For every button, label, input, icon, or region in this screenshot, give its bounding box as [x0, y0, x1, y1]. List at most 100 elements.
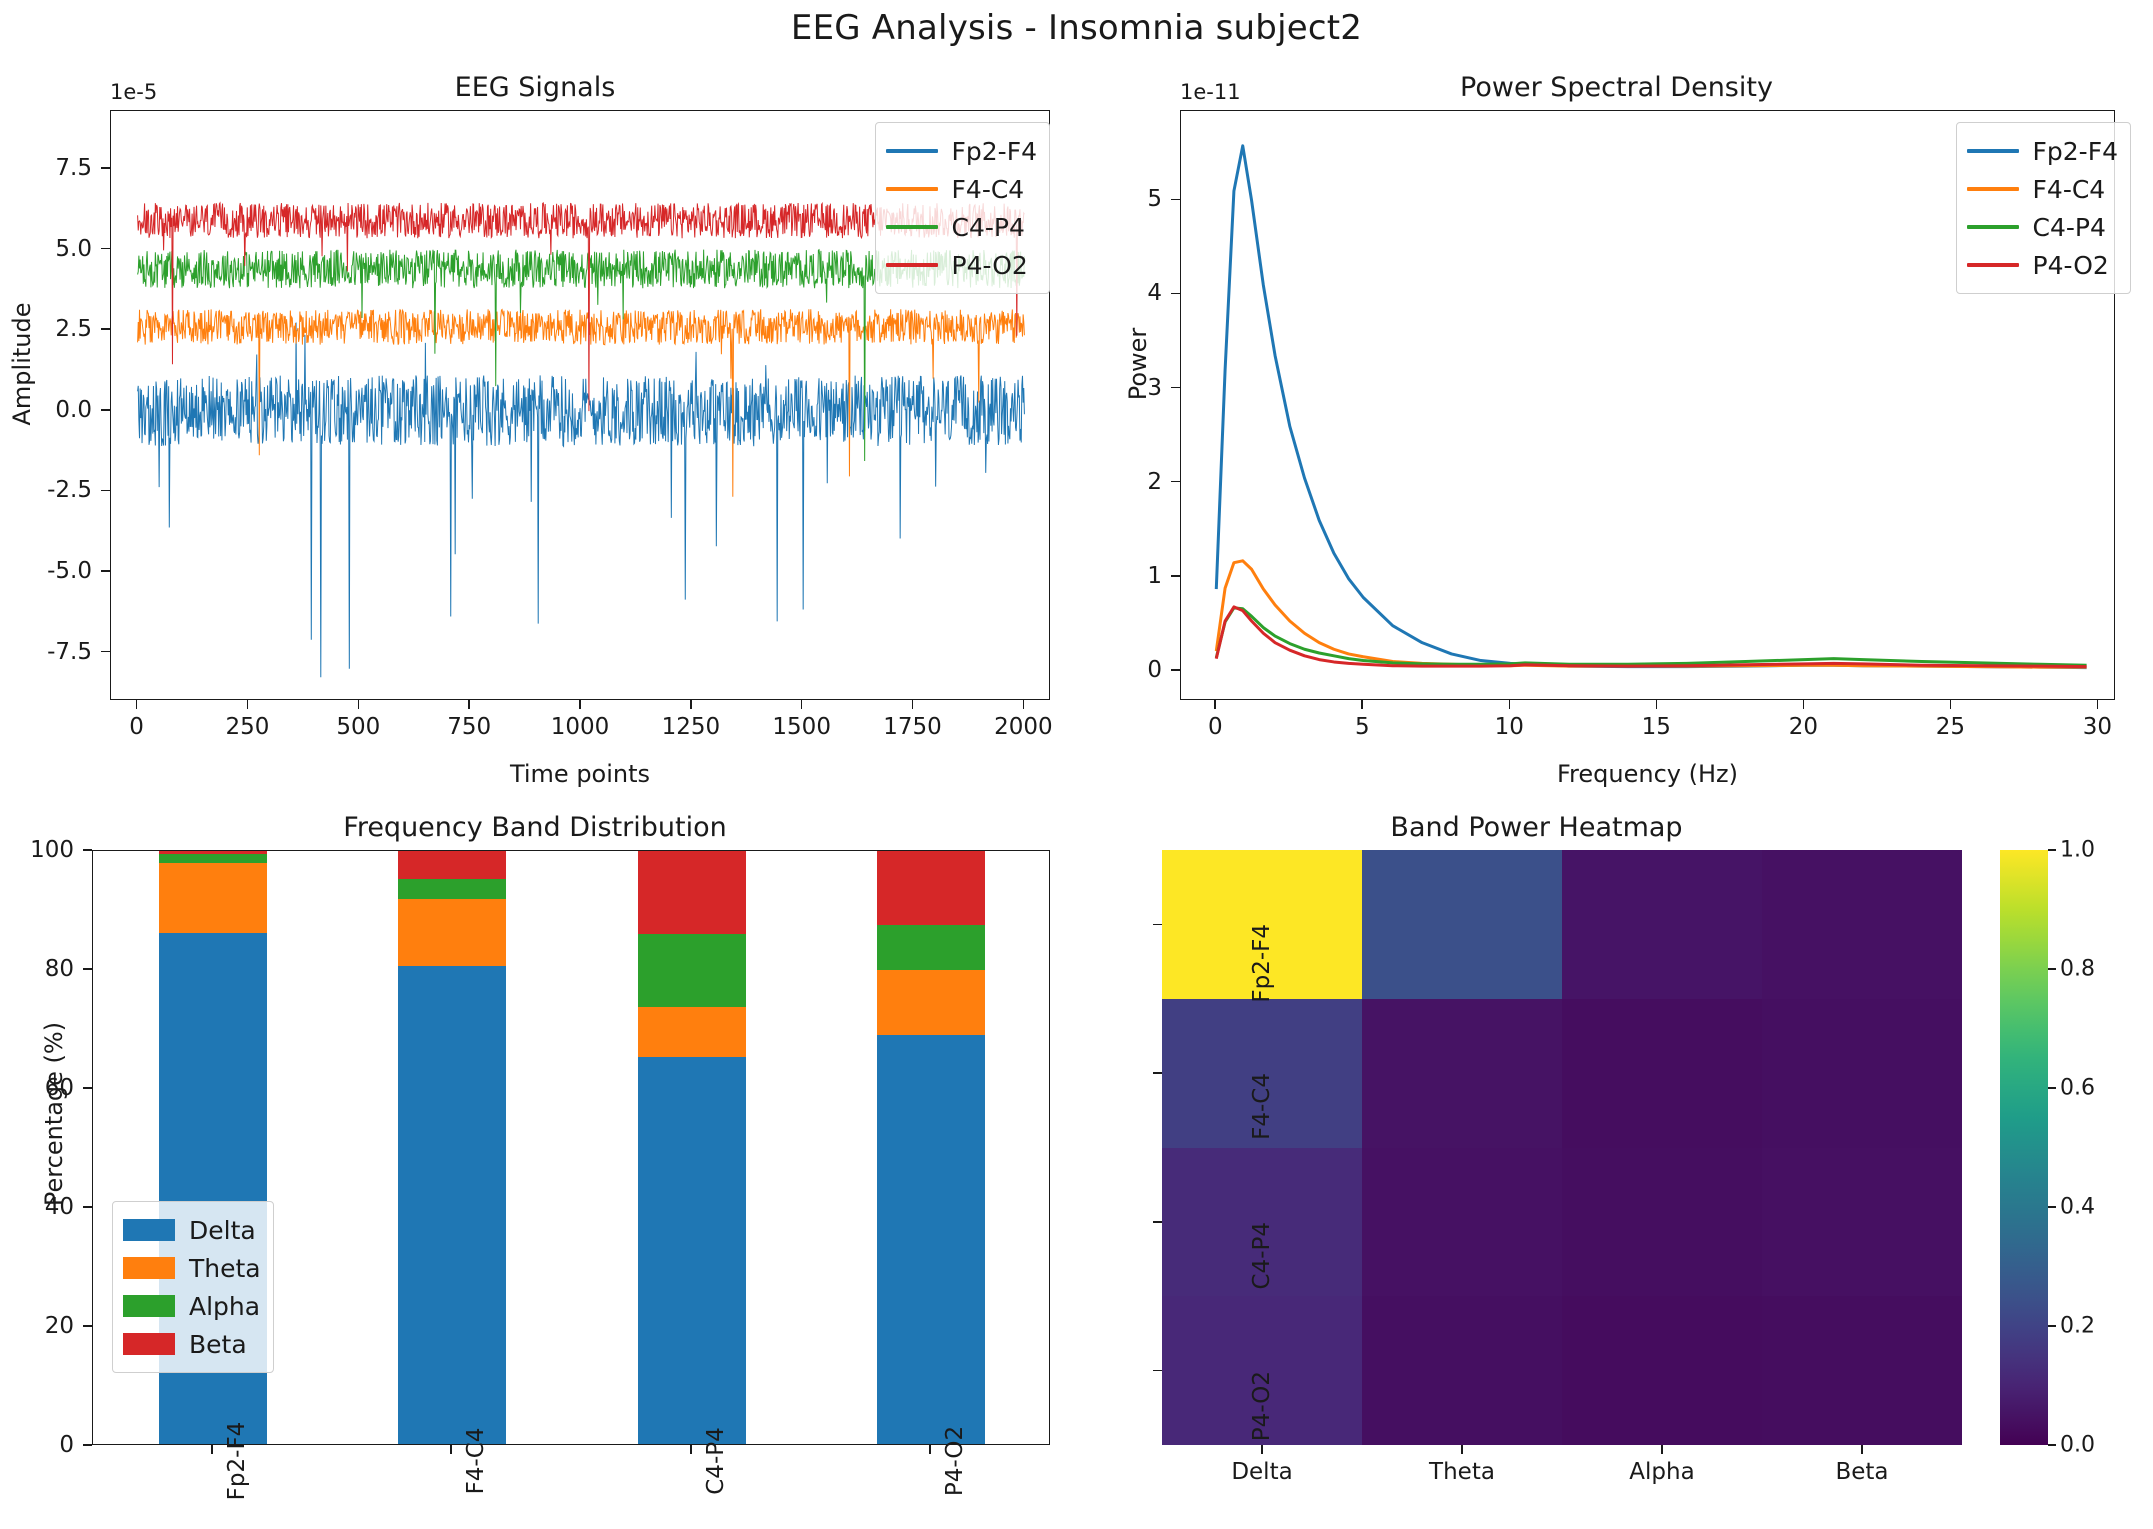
y-tick-label: Fp2-F4: [1249, 924, 1275, 1003]
heatmap-colorbar: [2000, 850, 2048, 1445]
x-tick-label: 10: [1494, 714, 1524, 740]
y-tick-label: 60: [44, 1075, 74, 1101]
eeg-signals-y-offset: 1e-5: [110, 80, 158, 104]
legend-item: Fp2-F4: [885, 132, 1037, 170]
x-tick-label: 1250: [661, 714, 721, 740]
y-tickmark: [101, 167, 110, 169]
colorbar-tickmark: [2048, 1087, 2056, 1089]
y-tick-label: -5.0: [47, 558, 92, 585]
y-tickmark: [83, 1325, 92, 1327]
legend-line-p4-o2: [885, 263, 938, 267]
x-tick-label: Theta: [1429, 1459, 1495, 1485]
legend-item: Theta: [123, 1249, 261, 1287]
x-tickmark: [2096, 700, 2099, 709]
heatmap-cell: [1362, 1296, 1563, 1445]
y-tickmark: [101, 570, 110, 572]
psd-legend[interactable]: Fp2-F4 F4-C4 C4-P4 P4-O2: [1955, 122, 2131, 294]
legend-label: Delta: [189, 1215, 256, 1245]
legend-label: C4-P4: [951, 212, 1025, 242]
y-tickmark: [83, 1206, 92, 1208]
y-tick-label: 40: [44, 1194, 74, 1220]
legend-label: P4-O2: [2032, 250, 2109, 280]
x-tick-label: 20: [1788, 714, 1818, 740]
y-tickmark: [1171, 292, 1180, 295]
y-tick-label: 5: [1147, 186, 1162, 213]
heatmap-cell: [1162, 1147, 1363, 1297]
heatmap-cell: [1762, 850, 1962, 1000]
x-tickmark: [135, 700, 138, 709]
y-tick-label: 2.5: [55, 316, 92, 343]
legend-item: F4-C4: [1966, 170, 2118, 208]
legend-item: P4-O2: [885, 246, 1037, 284]
heatmap-cell: [1762, 998, 1962, 1149]
y-tickmark: [1171, 198, 1180, 201]
heatmap-axes: [1162, 850, 1962, 1445]
heatmap-cell: [1562, 998, 1763, 1149]
legend-label: F4-C4: [951, 174, 1025, 204]
bar-f4-c4: [398, 851, 507, 1444]
legend-item: Fp2-F4: [1966, 132, 2118, 170]
y-tickmark: [1171, 386, 1180, 389]
psd-ylabel: Power: [1124, 327, 1152, 401]
y-tickmark: [83, 1444, 92, 1446]
legend-label: C4-P4: [2032, 212, 2106, 242]
x-tick-label: Alpha: [1629, 1459, 1695, 1485]
bar-segment-alpha: [158, 853, 267, 863]
legend-item: P4-O2: [1966, 246, 2118, 284]
y-tick-label: C4-P4: [1249, 1221, 1275, 1290]
band-distribution-legend[interactable]: Delta Theta Alpha Beta: [112, 1201, 274, 1373]
x-tickmark: [911, 700, 914, 709]
psd-y-offset: 1e-11: [1180, 80, 1241, 104]
bar-segment-delta: [877, 1035, 986, 1444]
x-tick-label: 1500: [772, 714, 831, 740]
x-tick-label: C4-P4: [702, 1427, 729, 1495]
x-tickmark: [210, 1445, 213, 1454]
heatmap-cell: [1562, 850, 1763, 1000]
colorbar-tick-label: 0.4: [2060, 1194, 2095, 1220]
x-tick-label: 0: [129, 714, 144, 740]
x-tickmark: [1508, 700, 1511, 709]
y-tick-label: 1: [1147, 562, 1162, 589]
panel-band-power-heatmap: Band Power Heatmap Fp2-F4 F4-C4 C4-P4 P4-O2…: [1080, 810, 2153, 1529]
legend-line-p4-o2: [1966, 263, 2019, 267]
y-tick-label: F4-C4: [1249, 1073, 1275, 1140]
legend-item: Beta: [123, 1325, 261, 1363]
x-tickmark: [800, 700, 803, 709]
heatmap-cell: [1162, 998, 1363, 1149]
x-tick-label: 2000: [994, 714, 1053, 740]
bar-segment-alpha: [637, 934, 746, 1007]
heatmap-cell: [1562, 1296, 1763, 1445]
y-tickmark: [101, 489, 110, 492]
x-tick-label: P4-O2: [942, 1425, 969, 1497]
eeg-signals-legend[interactable]: Fp2-F4 F4-C4 C4-P4 P4-O2: [874, 122, 1050, 294]
bar-segment-delta: [637, 1057, 746, 1444]
legend-item: Delta: [123, 1211, 261, 1249]
psd-xlabel: Frequency (Hz): [1557, 760, 1738, 788]
eeg-signals-xlabel: Time points: [509, 760, 651, 788]
y-tick-label: -2.5: [47, 477, 92, 504]
x-tickmark: [1802, 700, 1805, 709]
x-tick-label: 30: [2082, 714, 2112, 740]
colorbar-tickmark: [2048, 1444, 2056, 1446]
x-tickmark: [579, 700, 581, 709]
x-tickmark: [450, 1445, 453, 1454]
legend-line-f4-c4: [885, 187, 938, 191]
eeg-trace-fp2-f4: [137, 322, 1025, 678]
panel-power-spectral-density: Power Spectral Density 1e-11 Power 0 1 2 3 4…: [1080, 70, 2153, 790]
bar-p4-o2: [877, 851, 986, 1444]
colorbar-tick-label: 0.6: [2060, 1075, 2095, 1101]
legend-patch-alpha: [123, 1295, 175, 1317]
y-tick-label: 100: [30, 837, 74, 863]
heatmap-cell: [1762, 1147, 1962, 1297]
bar-segment-beta: [637, 851, 746, 935]
legend-label: Beta: [189, 1329, 247, 1359]
panel-eeg-signals: EEG Signals 1e-5 Amplitude -7.5 -5.0 -2.5 0…: [0, 70, 1070, 790]
y-tick-label: 2: [1147, 468, 1162, 495]
heatmap-cell: [1162, 1296, 1363, 1445]
y-tickmark: [1153, 923, 1162, 926]
x-tickmark: [1949, 700, 1952, 709]
x-tick-label: Fp2-F4: [223, 1421, 250, 1501]
y-tickmark: [1153, 1072, 1162, 1074]
x-tickmark: [468, 700, 470, 709]
y-tick-label: 7.5: [55, 155, 92, 182]
